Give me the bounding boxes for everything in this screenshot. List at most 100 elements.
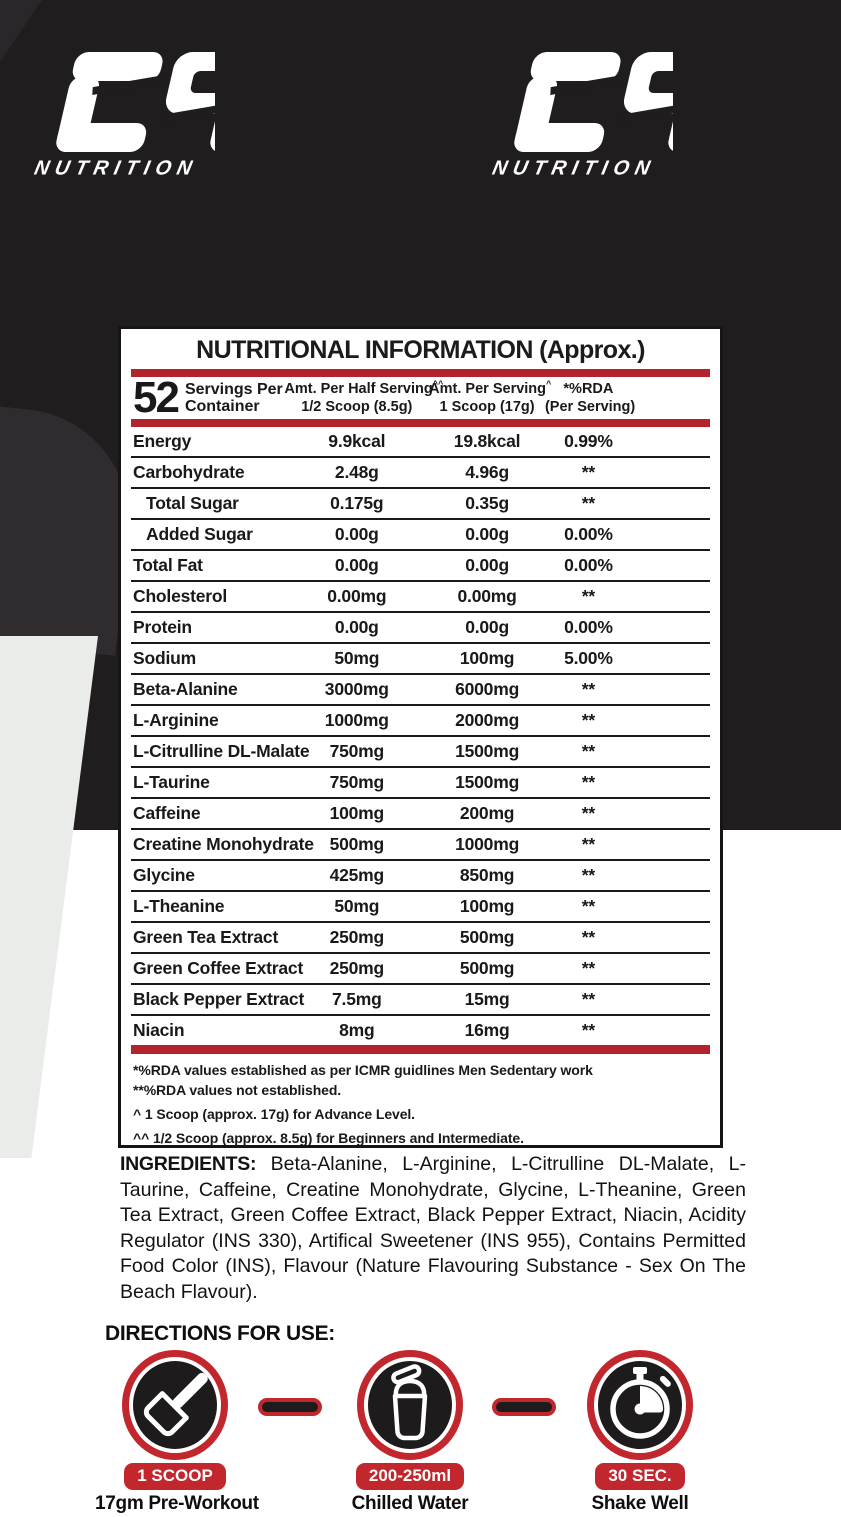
- nutrient-full-amount: 500mg: [459, 958, 515, 978]
- nutrient-full-amount: 100mg: [459, 896, 515, 916]
- nutrient-name: Black Pepper Extract: [133, 989, 305, 1009]
- table-header: 52 Servings Per Container Amt. Per Half …: [121, 376, 720, 420]
- nutrition-facts-panel: NUTRITIONAL INFORMATION (Approx.) 52 Ser…: [118, 326, 723, 1148]
- table-row: Black Pepper Extract 7.5mg 15mg **: [131, 985, 710, 1016]
- table-row: L-Citrulline DL-Malate 750mg 1500mg **: [131, 737, 710, 768]
- table-row: Sodium 50mg 100mg 5.00%: [131, 644, 710, 675]
- brand-logo-subtext: NUTRITION: [32, 157, 200, 180]
- nutrient-full-amount: 15mg: [464, 989, 510, 1009]
- nutrient-rda: **: [581, 927, 595, 947]
- table-row: Niacin 8mg 16mg **: [131, 1016, 710, 1045]
- ingredients-text: Beta-Alanine, L-Arginine, L-Citrulline D…: [120, 1153, 746, 1303]
- c9-logo-icon: [56, 52, 215, 152]
- nutrient-full-amount: 19.8kcal: [453, 431, 521, 451]
- nutrient-full-amount: 100mg: [459, 648, 515, 668]
- table-row: Total Sugar 0.175g 0.35g **: [131, 489, 710, 520]
- step-scoop: 1 SCOOP 17gm Pre-Workout: [95, 1348, 259, 1515]
- ingredients-label: INGREDIENTS:: [120, 1153, 257, 1175]
- nutrient-full-amount: 0.00mg: [457, 586, 517, 606]
- nutrient-rda: **: [581, 586, 595, 606]
- nutrient-name: L-Citrulline DL-Malate: [133, 741, 310, 761]
- nutrient-half-amount: 100mg: [329, 803, 385, 823]
- table-row: Creatine Monohydrate 500mg 1000mg **: [131, 830, 710, 861]
- table-row: Cholesterol 0.00mg 0.00mg **: [131, 582, 710, 613]
- nutrient-half-amount: 2.48g: [334, 462, 379, 482]
- table-row: Green Coffee Extract 250mg 500mg **: [131, 954, 710, 985]
- footnote: ^ 1 Scoop (approx. 17g) for Advance Leve…: [133, 1105, 415, 1122]
- table-row: Beta-Alanine 3000mg 6000mg **: [131, 675, 710, 706]
- nutrient-half-amount: 50mg: [334, 896, 380, 916]
- nutrient-full-amount: 1000mg: [455, 834, 520, 854]
- nutrient-half-amount: 250mg: [329, 927, 385, 947]
- nutrient-name: Added Sugar: [146, 524, 253, 544]
- servings-label: Servings Per Container: [184, 380, 283, 415]
- nutrient-name: Protein: [133, 617, 192, 637]
- step-badge: 30 SEC.: [595, 1463, 685, 1490]
- nutrient-full-amount: 6000mg: [455, 679, 520, 699]
- nutrient-name: L-Arginine: [133, 710, 219, 730]
- nutrient-full-amount: 4.96g: [465, 462, 509, 482]
- footnote: *%RDA values established as per ICMR gui…: [133, 1062, 593, 1078]
- nutrient-rda: **: [581, 772, 595, 792]
- nutrient-rda: **: [581, 834, 595, 854]
- nutrient-rda: **: [581, 865, 595, 885]
- step-connector: [258, 1398, 322, 1416]
- nutrient-half-amount: 500mg: [329, 834, 385, 854]
- table-row: L-Theanine 50mg 100mg **: [131, 892, 710, 923]
- table-row: Glycine 425mg 850mg **: [131, 861, 710, 892]
- nutrient-half-amount: 50mg: [334, 648, 380, 668]
- nutrient-full-amount: 850mg: [459, 865, 515, 885]
- divider-red-header: [131, 419, 710, 427]
- nutrient-full-amount: 0.35g: [465, 493, 509, 513]
- nutrient-rda: **: [581, 710, 595, 730]
- nutrient-rda: **: [581, 462, 595, 482]
- nutrient-half-amount: 425mg: [329, 865, 385, 885]
- nutrient-rda: **: [581, 493, 595, 513]
- nutrient-half-amount: 0.00g: [334, 524, 379, 544]
- nutrient-rda: 5.00%: [564, 648, 613, 668]
- nutrient-half-amount: 0.00g: [334, 617, 379, 637]
- nutrient-half-amount: 1000mg: [324, 710, 389, 730]
- table-row: Green Tea Extract 250mg 500mg **: [131, 923, 710, 954]
- nutrient-rda: 0.00%: [564, 555, 613, 575]
- table-row: L-Taurine 750mg 1500mg **: [131, 768, 710, 799]
- divider-red-top: [131, 369, 710, 377]
- nutrient-name: Total Fat: [133, 555, 203, 575]
- nutrient-rda: 0.99%: [564, 431, 613, 451]
- nutrient-rda: **: [581, 958, 595, 978]
- step-water: 200-250ml Chilled Water: [330, 1348, 490, 1515]
- nutrient-half-amount: 9.9kcal: [328, 431, 386, 451]
- step-badge: 200-250ml: [355, 1463, 465, 1490]
- nutrient-full-amount: 0.00g: [465, 555, 509, 575]
- footnote: **%RDA values not established.: [133, 1081, 342, 1098]
- nutrient-half-amount: 0.00mg: [327, 586, 387, 606]
- nutrient-full-amount: 0.00g: [465, 617, 509, 637]
- ingredients-paragraph: INGREDIENTS: Beta-Alanine, L-Arginine, L…: [120, 1152, 746, 1305]
- nutrient-half-amount: 0.175g: [330, 493, 384, 513]
- nutrient-rda: **: [581, 989, 595, 1009]
- column-header-rda: *%RDA (Per Serving): [544, 380, 636, 415]
- table-footnotes: *%RDA values established as per ICMR gui…: [121, 1054, 720, 1145]
- step-label: Shake Well: [591, 1493, 689, 1514]
- nutrient-name: L-Theanine: [133, 896, 225, 916]
- table-row: Total Fat 0.00g 0.00g 0.00%: [131, 551, 710, 582]
- nutrient-half-amount: 750mg: [329, 772, 385, 792]
- step-shake: 30 SEC. Shake Well: [560, 1348, 720, 1515]
- step-connector: [492, 1398, 556, 1416]
- nutrient-name: Total Sugar: [146, 493, 239, 513]
- scoop-icon: [122, 1350, 228, 1460]
- column-header-full-serving: Amt. Per Serving^ 1 Scoop (17g): [429, 379, 552, 416]
- divider-red-bottom: [131, 1045, 710, 1054]
- c9-logo-icon: [514, 52, 673, 152]
- nutrient-half-amount: 0.00g: [334, 555, 379, 575]
- nutrient-name: Niacin: [133, 1020, 185, 1040]
- nutrient-name: Green Coffee Extract: [133, 958, 304, 978]
- nutrient-full-amount: 2000mg: [455, 710, 520, 730]
- shaker-icon: [357, 1350, 463, 1460]
- nutrient-name: Green Tea Extract: [133, 927, 279, 947]
- table-row: Caffeine 100mg 200mg **: [131, 799, 710, 830]
- nutrient-half-amount: 7.5mg: [332, 989, 382, 1009]
- nutrient-full-amount: 1500mg: [455, 741, 520, 761]
- nutrient-rda: **: [581, 803, 595, 823]
- column-header-half-serving: Amt. Per Half Serving^^ 1/2 Scoop (8.5g): [284, 379, 444, 416]
